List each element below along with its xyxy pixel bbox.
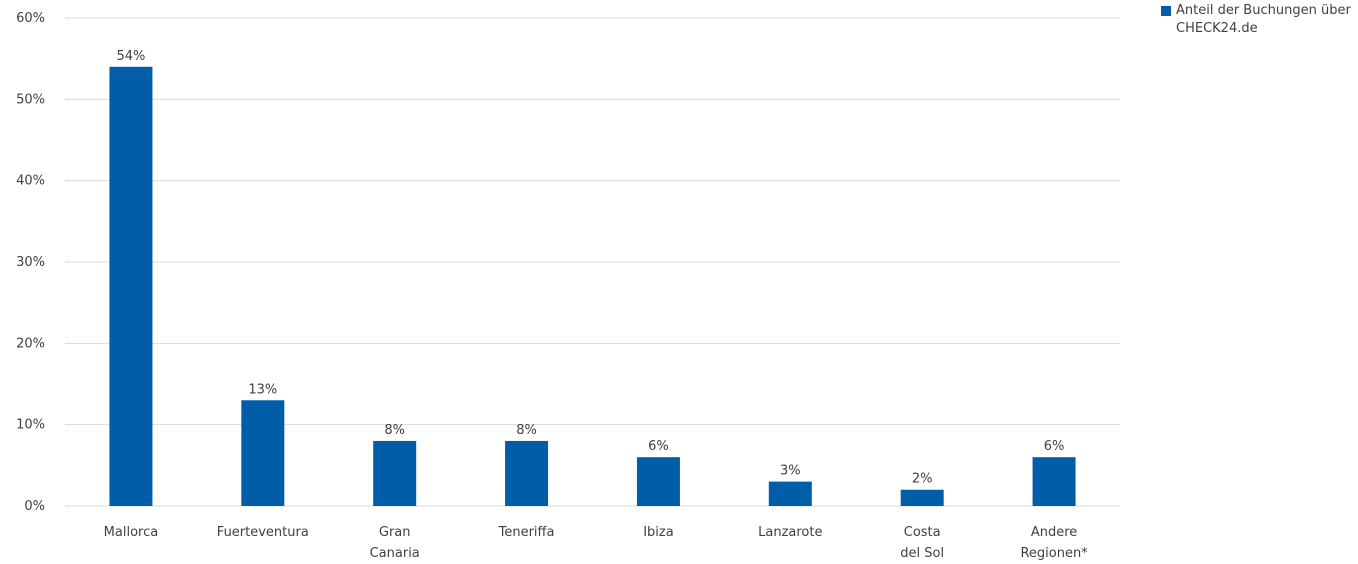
data-label: 8%	[384, 423, 405, 438]
bars	[109, 66, 1076, 507]
y-tick-label: 30%	[16, 255, 45, 270]
data-label: 2%	[912, 472, 933, 487]
bar	[373, 440, 417, 506]
legend-label: Anteil der Buchungen über CHECK24.de	[1176, 3, 1351, 36]
x-tick-label: Gran	[379, 525, 411, 540]
data-label: 54%	[116, 49, 145, 64]
y-axis-tick-labels: 0% 10% 20% 30% 40% 50% 60%	[16, 11, 45, 514]
bar	[109, 66, 153, 507]
bar	[768, 481, 812, 506]
data-label: 6%	[648, 439, 669, 454]
data-label: 3%	[780, 464, 801, 479]
data-label: 6%	[1044, 439, 1065, 454]
x-tick-label: Teneriffa	[498, 525, 555, 540]
bar	[900, 489, 944, 506]
bar	[241, 400, 285, 506]
legend: Anteil der Buchungen über CHECK24.de	[1161, 2, 1358, 38]
y-tick-label: 20%	[16, 336, 45, 351]
y-tick-label: 60%	[16, 11, 45, 26]
data-label: 8%	[516, 423, 537, 438]
gridlines	[65, 17, 1120, 507]
x-tick-label: Fuerteventura	[217, 525, 309, 540]
bar	[636, 457, 680, 506]
x-tick-label: del Sol	[900, 546, 944, 561]
y-tick-label: 40%	[16, 174, 45, 189]
x-tick-label: Costa	[904, 525, 941, 540]
x-tick-label: Ibiza	[643, 525, 674, 540]
x-axis-tick-labels: Mallorca Fuerteventura Gran Canaria Teneriff…	[104, 525, 1089, 561]
bar	[505, 440, 549, 506]
y-tick-label: 0%	[24, 499, 45, 514]
legend-swatch	[1161, 6, 1171, 16]
y-tick-label: 10%	[16, 418, 45, 433]
x-tick-label: Lanzarote	[758, 525, 822, 540]
data-label: 13%	[248, 382, 277, 397]
data-labels: 54% 13% 8% 8% 6% 3% 2% 6%	[116, 49, 1064, 487]
x-tick-label: Andere	[1031, 525, 1077, 540]
bar	[1032, 457, 1076, 506]
x-tick-label: Canaria	[370, 546, 420, 561]
x-tick-label: Regionen*	[1020, 546, 1088, 561]
y-tick-label: 50%	[16, 92, 45, 107]
x-tick-label: Mallorca	[104, 525, 159, 540]
